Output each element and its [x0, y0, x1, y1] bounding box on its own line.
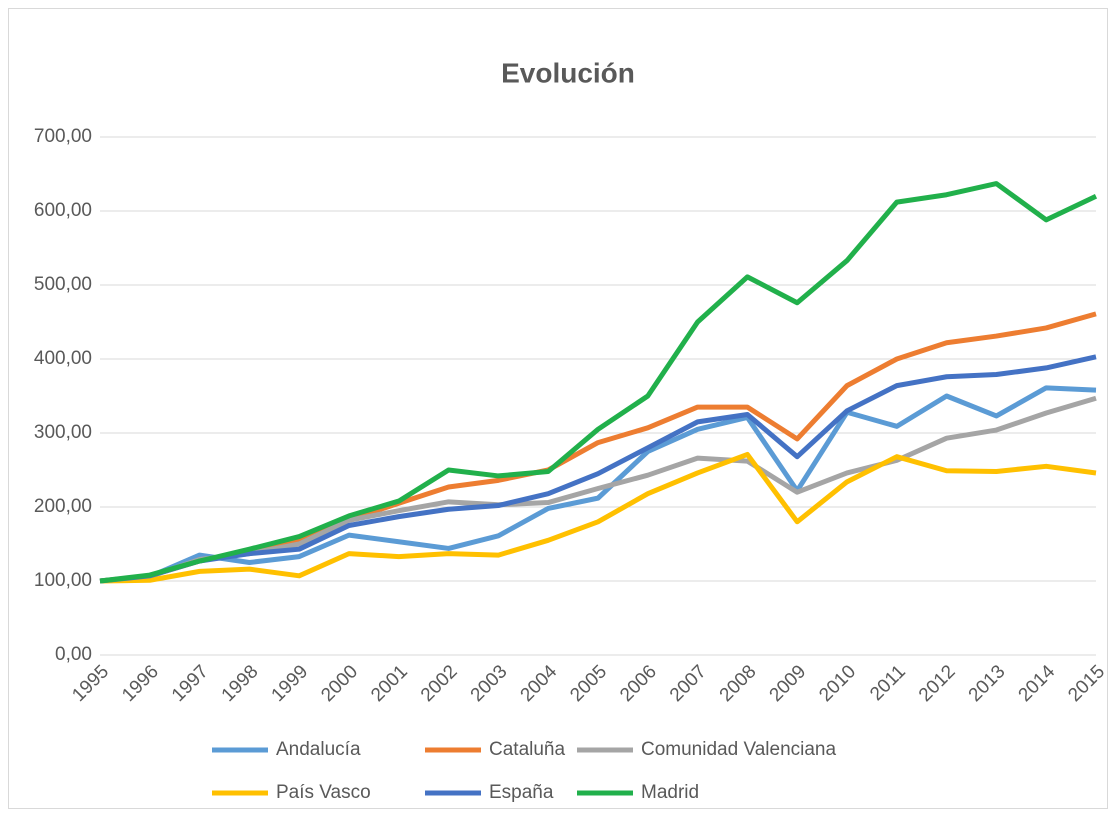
series-line: [99, 354, 1097, 584]
series-line: [99, 451, 1097, 584]
y-tick-label: 300,00: [34, 422, 92, 443]
legend-label: España: [489, 782, 554, 803]
legend-label: Andalucía: [276, 739, 361, 760]
y-tick-label: 500,00: [34, 274, 92, 295]
legend-label: País Vasco: [276, 782, 371, 803]
y-tick-label: 200,00: [34, 496, 92, 517]
legend-label: Comunidad Valenciana: [641, 739, 836, 760]
y-tick-label: 400,00: [34, 348, 92, 369]
series-line: [99, 311, 1097, 584]
y-tick-label: 0,00: [55, 644, 92, 665]
series-line: [99, 181, 1098, 584]
series-line: [99, 385, 1097, 584]
chart-title: Evolución: [501, 57, 635, 88]
legend-label: Cataluña: [489, 739, 565, 760]
legend-label: Madrid: [641, 782, 699, 803]
y-tick-label: 700,00: [34, 126, 92, 147]
y-tick-label: 600,00: [34, 200, 92, 221]
y-tick-label: 100,00: [34, 570, 92, 591]
